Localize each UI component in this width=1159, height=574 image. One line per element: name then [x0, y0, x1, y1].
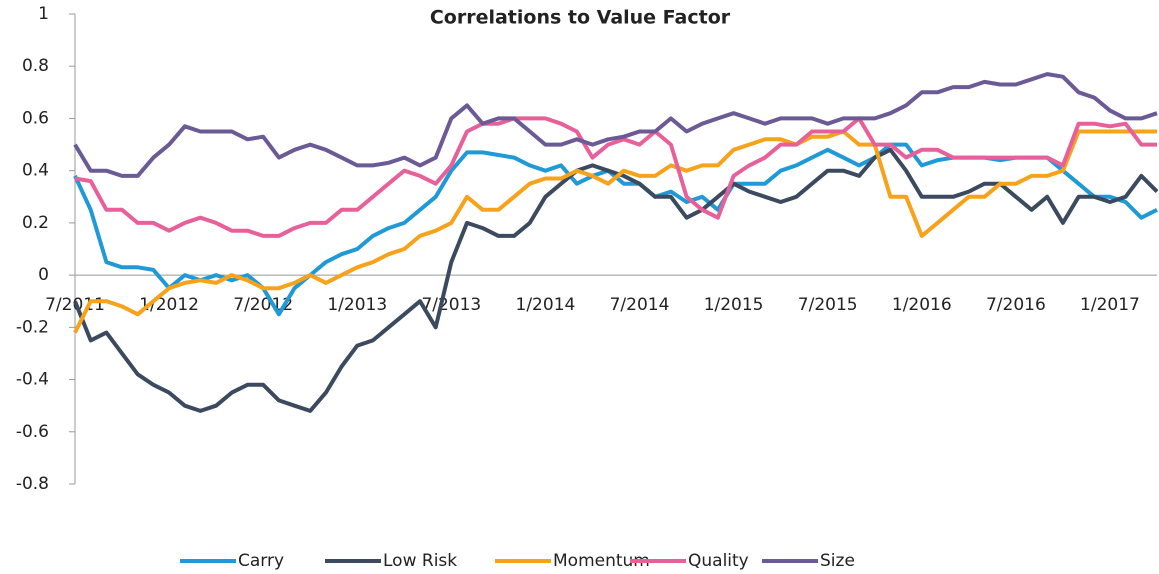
legend-item: Momentum — [495, 551, 650, 571]
legend-label: Quality — [688, 551, 749, 571]
x-tick-label: 1/2015 — [704, 295, 764, 315]
x-tick-label: 1/2016 — [892, 295, 952, 315]
y-tick-label: -0.8 — [16, 474, 49, 494]
y-tick-label: 0.6 — [22, 108, 49, 128]
y-tick-label: 1 — [38, 4, 49, 24]
y-tick-label: 0 — [38, 265, 49, 285]
x-tick-label: 7/2015 — [798, 295, 858, 315]
chart-title: Correlations to Value Factor — [430, 7, 731, 29]
y-tick-label: 0.8 — [22, 56, 49, 76]
x-tick-label: 1/2017 — [1080, 295, 1140, 315]
y-tick-label: -0.6 — [16, 422, 49, 442]
x-tick-label: 7/2013 — [421, 295, 481, 315]
legend-label: Size — [820, 551, 855, 571]
legend-item: Low Risk — [325, 551, 457, 571]
series-line — [74, 116, 1157, 238]
legend-item: Quality — [630, 551, 749, 571]
legend-label: Carry — [238, 551, 284, 571]
series-line — [73, 129, 1157, 334]
legend-item: Carry — [180, 551, 284, 571]
legend-label: Low Risk — [383, 551, 457, 571]
legend-item: Size — [762, 551, 855, 571]
y-tick-label: -0.4 — [16, 370, 49, 390]
y-tick-label: 0.4 — [22, 161, 49, 181]
x-tick-label: 7/2016 — [986, 295, 1046, 315]
series-line — [73, 147, 1159, 413]
y-tick-label: 0.2 — [22, 213, 49, 233]
series-line — [73, 72, 1158, 178]
x-tick-label: 7/2014 — [610, 295, 670, 315]
x-tick-label: 1/2014 — [516, 295, 576, 315]
y-tick-label: -0.2 — [16, 317, 49, 337]
legend-label: Momentum — [553, 551, 650, 571]
x-tick-label: 1/2013 — [327, 295, 387, 315]
